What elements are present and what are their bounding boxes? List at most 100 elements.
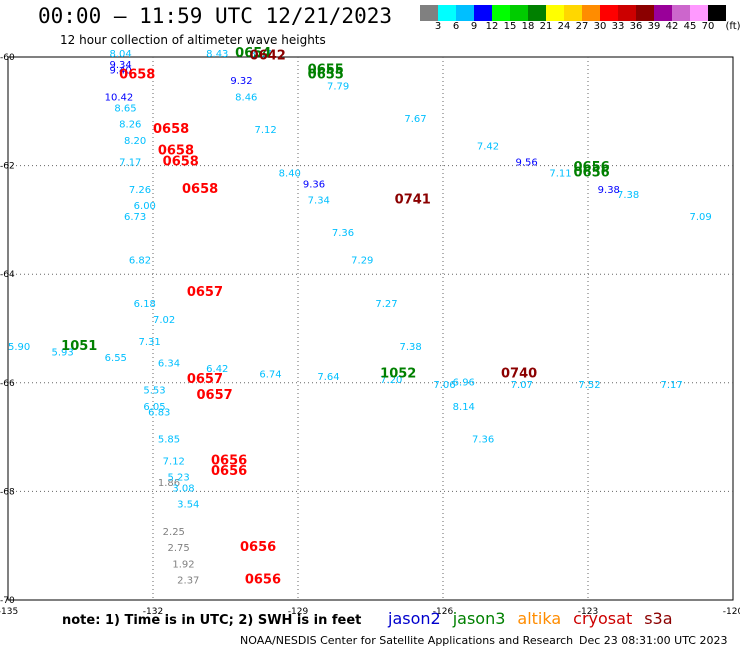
colorbar-swatch xyxy=(564,5,582,21)
wave-height-value: 3.08 xyxy=(172,483,194,494)
colorbar-unit: (ft) xyxy=(725,21,740,32)
colorbar-tick-label: 3 xyxy=(434,21,442,32)
wave-height-value: 6.82 xyxy=(129,255,151,266)
wave-height-value: 8.46 xyxy=(235,92,257,103)
wave-height-value: 9.40 xyxy=(110,65,132,76)
time-stamp-label: 0655 xyxy=(308,68,344,83)
wave-height-value: 7.11 xyxy=(549,168,571,179)
lon-tick-label: -123 xyxy=(578,607,598,617)
wave-height-value: 9.38 xyxy=(598,185,620,196)
colorbar-tick-label: 18 xyxy=(521,21,535,32)
wave-height-value: 9.36 xyxy=(303,179,325,190)
wave-height-value: 5.93 xyxy=(52,348,74,359)
wave-height-value: 9.56 xyxy=(516,158,538,169)
colorbar-swatch xyxy=(690,5,708,21)
time-stamp-label: 0741 xyxy=(395,193,431,208)
wave-height-value: 7.02 xyxy=(153,315,175,326)
time-stamp-label: 0656 xyxy=(574,165,610,180)
wave-height-value: 5.85 xyxy=(158,435,180,446)
colorbar-tick-label: 30 xyxy=(593,21,607,32)
wave-height-value: 7.67 xyxy=(404,114,426,125)
colorbar-tick-label: 21 xyxy=(539,21,553,32)
colorbar-swatch xyxy=(618,5,636,21)
footer-credit: NOAA/NESDIS Center for Satellite Applica… xyxy=(240,634,574,647)
time-stamp-label: 1052 xyxy=(380,366,416,381)
legend-cryosat: cryosat xyxy=(573,609,633,628)
time-stamp-label: 0654 xyxy=(235,46,271,61)
colorbar-tick-label: 33 xyxy=(611,21,625,32)
wave-height-value: 7.34 xyxy=(308,196,330,207)
colorbar-tick-label: 15 xyxy=(503,21,517,32)
time-stamp-label: 0657 xyxy=(197,388,233,403)
time-stamp-label: 0740 xyxy=(501,366,537,381)
wave-height-value: 8.26 xyxy=(119,120,141,131)
wave-height-value: 8.43 xyxy=(206,49,228,60)
time-stamp-label: 0658 xyxy=(182,182,218,197)
wave-height-value: 7.07 xyxy=(511,380,533,391)
time-stamp-label: 0658 xyxy=(158,144,194,159)
wave-height-value: 7.36 xyxy=(472,435,494,446)
map-title: 00:00 — 11:59 UTC 12/21/2023 xyxy=(38,4,393,28)
colorbar-swatch xyxy=(654,5,672,21)
colorbar-tick-label: 9 xyxy=(470,21,478,32)
time-stamp-label: 0655 xyxy=(308,62,344,77)
wave-height-value: 7.26 xyxy=(129,185,151,196)
colorbar-tick-label: 12 xyxy=(485,21,499,32)
wave-height-value: 6.42 xyxy=(206,364,228,375)
wave-height-value: 7.20 xyxy=(380,375,402,386)
time-stamp-label: 0657 xyxy=(187,372,223,387)
time-stamp-label: 1051 xyxy=(61,339,97,354)
colorbar-tick-label: 45 xyxy=(683,21,697,32)
time-stamp-label: 0656 xyxy=(211,453,247,468)
lat-tick-label: -62 xyxy=(0,162,15,172)
legend-altika: altika xyxy=(517,609,562,628)
wave-height-value: 6.74 xyxy=(259,369,281,380)
time-stamp-label: 0658 xyxy=(153,122,189,137)
wave-height-value: 7.36 xyxy=(332,228,354,239)
footer-timestamp: Dec 23 08:31:00 UTC 2023 xyxy=(579,634,728,647)
legend-jason2: jason2 xyxy=(388,609,441,628)
lon-tick-label: -129 xyxy=(288,607,309,617)
wave-height-value: 7.38 xyxy=(617,190,639,201)
wave-height-value: 10.42 xyxy=(105,92,134,103)
map-subtitle: 12 hour collection of altimeter wave hei… xyxy=(60,33,326,47)
wave-height-value: 8.40 xyxy=(279,168,301,179)
wave-height-value: 7.29 xyxy=(351,255,373,266)
time-stamp-label: 0656 xyxy=(211,464,247,479)
wave-height-value: 7.09 xyxy=(690,212,712,223)
time-stamp-label: 0656 xyxy=(245,573,281,588)
colorbar-swatch xyxy=(636,5,654,21)
colorbar-swatch xyxy=(456,5,474,21)
wave-height-value: 7.06 xyxy=(433,380,455,391)
lon-tick-label: -126 xyxy=(433,607,454,617)
colorbar-swatch xyxy=(438,5,456,21)
wave-height-value: 8.20 xyxy=(124,136,146,147)
lat-tick-label: -66 xyxy=(0,379,15,389)
lat-tick-label: -70 xyxy=(0,596,15,606)
wave-height-value: 2.75 xyxy=(168,543,190,554)
wave-height-value: 7.17 xyxy=(119,158,141,169)
colorbar-tick-label: 27 xyxy=(575,21,589,32)
lat-tick-label: -60 xyxy=(0,53,15,63)
colorbar-labels: 3 6 9 12 15 18 21 24 27 30 33 36 39 42 45 70 xyxy=(420,21,726,33)
colorbar-tick-label: 6 xyxy=(452,21,460,32)
colorbar-swatch xyxy=(474,5,492,21)
wave-height-value: 3.54 xyxy=(177,500,199,511)
satellite-legend: jason2 jason3 altika cryosat s3a xyxy=(388,609,673,628)
lon-tick-label: -120 xyxy=(723,607,740,617)
wave-height-value: 5.90 xyxy=(8,342,30,353)
colorbar-swatch xyxy=(528,5,546,21)
colorbar-swatch xyxy=(600,5,618,21)
lat-tick-label: -68 xyxy=(0,487,15,497)
colorbar-swatch xyxy=(582,5,600,21)
wave-height-value: 7.12 xyxy=(255,125,277,136)
time-stamp-label: 0656 xyxy=(574,160,610,175)
wave-height-value: 8.14 xyxy=(453,402,475,413)
wave-height-value: 7.12 xyxy=(163,456,185,467)
time-stamp-label: 0656 xyxy=(240,540,276,555)
colorbar-swatch xyxy=(708,5,726,21)
lon-tick-label: -135 xyxy=(0,607,18,617)
wave-height-value: 5.23 xyxy=(168,473,190,484)
wave-height-value: 1.86 xyxy=(158,478,180,489)
